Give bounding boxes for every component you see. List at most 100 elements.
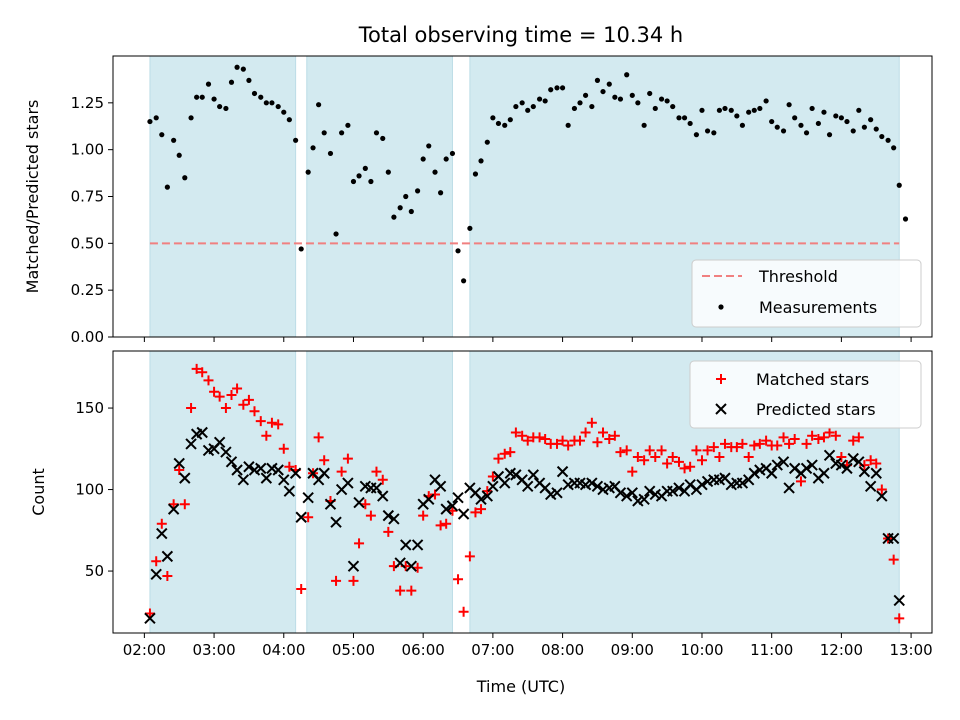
predicted-point-59 [487, 480, 499, 493]
predicted-point-16 [237, 474, 250, 486]
measurement-point-109 [780, 128, 787, 134]
matched-point-40 [377, 474, 388, 485]
measurement-point-9 [199, 94, 205, 100]
matched-point-125 [871, 458, 882, 469]
predicted-point-1 [150, 568, 162, 581]
matched-point-20 [261, 430, 272, 441]
measurement-point-101 [734, 113, 740, 119]
predicted-point-65 [522, 480, 534, 493]
measurement-point-72 [565, 122, 571, 128]
matched-point-55 [464, 551, 475, 562]
measurement-point-108 [774, 124, 780, 130]
measurement-point-64 [519, 100, 525, 106]
predicted-point-7 [185, 438, 197, 450]
matched-point-23 [278, 443, 289, 454]
measurement-point-79 [606, 81, 612, 87]
matched-point-3 [162, 570, 173, 581]
matched-point-75 [580, 427, 591, 438]
measurement-point-11 [211, 96, 217, 102]
matched-point-59 [487, 471, 498, 482]
measurement-point-117 [826, 132, 833, 138]
matched-point-41 [383, 526, 394, 537]
predicted-point-86 [643, 485, 656, 497]
measurement-point-62 [507, 117, 513, 123]
measurement-point-124 [868, 117, 874, 123]
predicted-point-82 [620, 490, 633, 502]
x-tick-label-7: 09:00 [611, 641, 654, 659]
predicted-point-19 [255, 462, 267, 475]
predicted-point-35 [347, 560, 360, 572]
measurement-point-13 [223, 105, 229, 112]
matched-point-113 [801, 438, 812, 449]
matched-point-78 [598, 427, 609, 438]
matched-point-82 [621, 445, 632, 456]
measurement-point-97 [711, 130, 717, 136]
matched-point-53 [453, 574, 464, 585]
predicted-point-109 [777, 456, 790, 468]
predicted-point-48 [423, 493, 435, 506]
measurement-point-119 [838, 115, 844, 121]
matched-point-58 [482, 486, 493, 497]
measurement-point-76 [589, 103, 595, 110]
measurement-point-37 [362, 165, 368, 171]
matched-point-98 [714, 451, 725, 462]
measurement-point-84 [635, 100, 641, 106]
predicted-point-15 [231, 464, 243, 476]
predicted-point-39 [370, 482, 383, 494]
predicted-point-2 [156, 527, 168, 540]
measurement-point-110 [786, 102, 792, 108]
measurement-point-111 [792, 115, 798, 121]
measurement-point-29 [316, 102, 322, 108]
measurement-point-51 [443, 156, 449, 162]
legend-threshold-label: Threshold [758, 267, 838, 286]
measurement-point-61 [502, 122, 508, 128]
measurement-point-26 [298, 246, 304, 252]
matched-point-64 [517, 430, 528, 441]
x-tick-label-10: 12:00 [820, 641, 863, 659]
predicted-point-125 [870, 467, 882, 479]
matched-point-36 [354, 538, 365, 549]
predicted-point-81 [614, 487, 627, 499]
matched-point-11 [209, 386, 220, 397]
predicted-point-66 [527, 469, 540, 481]
measurement-point-32 [333, 231, 339, 237]
x-tick-label-2: 04:00 [262, 641, 305, 659]
measurement-point-113 [803, 130, 810, 136]
matched-point-81 [615, 447, 626, 458]
measurement-point-80 [612, 94, 618, 100]
legend-predicted-label: Predicted stars [756, 400, 876, 419]
measurement-point-73 [571, 105, 578, 112]
matched-point-79 [604, 434, 615, 445]
matched-point-122 [853, 432, 864, 443]
x-tick-label-3: 05:00 [332, 641, 375, 659]
matched-point-30 [319, 455, 330, 466]
bottom-y-axis-label: Count [29, 468, 48, 516]
matched-point-106 [761, 435, 772, 446]
measurement-point-39 [373, 130, 380, 136]
matched-point-72 [563, 440, 574, 451]
matched-point-85 [639, 455, 650, 466]
measurement-point-25 [293, 137, 299, 143]
matched-point-68 [540, 434, 551, 445]
predicted-point-43 [394, 557, 406, 569]
top-y-tick-label-3: 0.75 [71, 188, 104, 206]
matched-point-128 [888, 554, 899, 565]
predicted-point-107 [765, 467, 778, 479]
measurement-point-102 [739, 122, 746, 128]
matched-point-56 [470, 507, 481, 518]
measurement-point-118 [833, 113, 839, 119]
measurement-point-114 [809, 105, 815, 112]
measurement-point-41 [385, 169, 391, 175]
predicted-point-6 [179, 472, 191, 484]
predicted-point-30 [318, 467, 330, 479]
matched-point-51 [441, 518, 452, 529]
predicted-point-44 [400, 539, 412, 551]
matched-point-26 [296, 583, 307, 594]
measurement-point-52 [449, 150, 456, 157]
measurement-point-66 [530, 103, 536, 110]
measurement-point-56 [472, 171, 479, 177]
measurement-point-50 [438, 190, 444, 196]
matched-point-5 [174, 464, 185, 475]
matched-point-9 [197, 367, 208, 378]
